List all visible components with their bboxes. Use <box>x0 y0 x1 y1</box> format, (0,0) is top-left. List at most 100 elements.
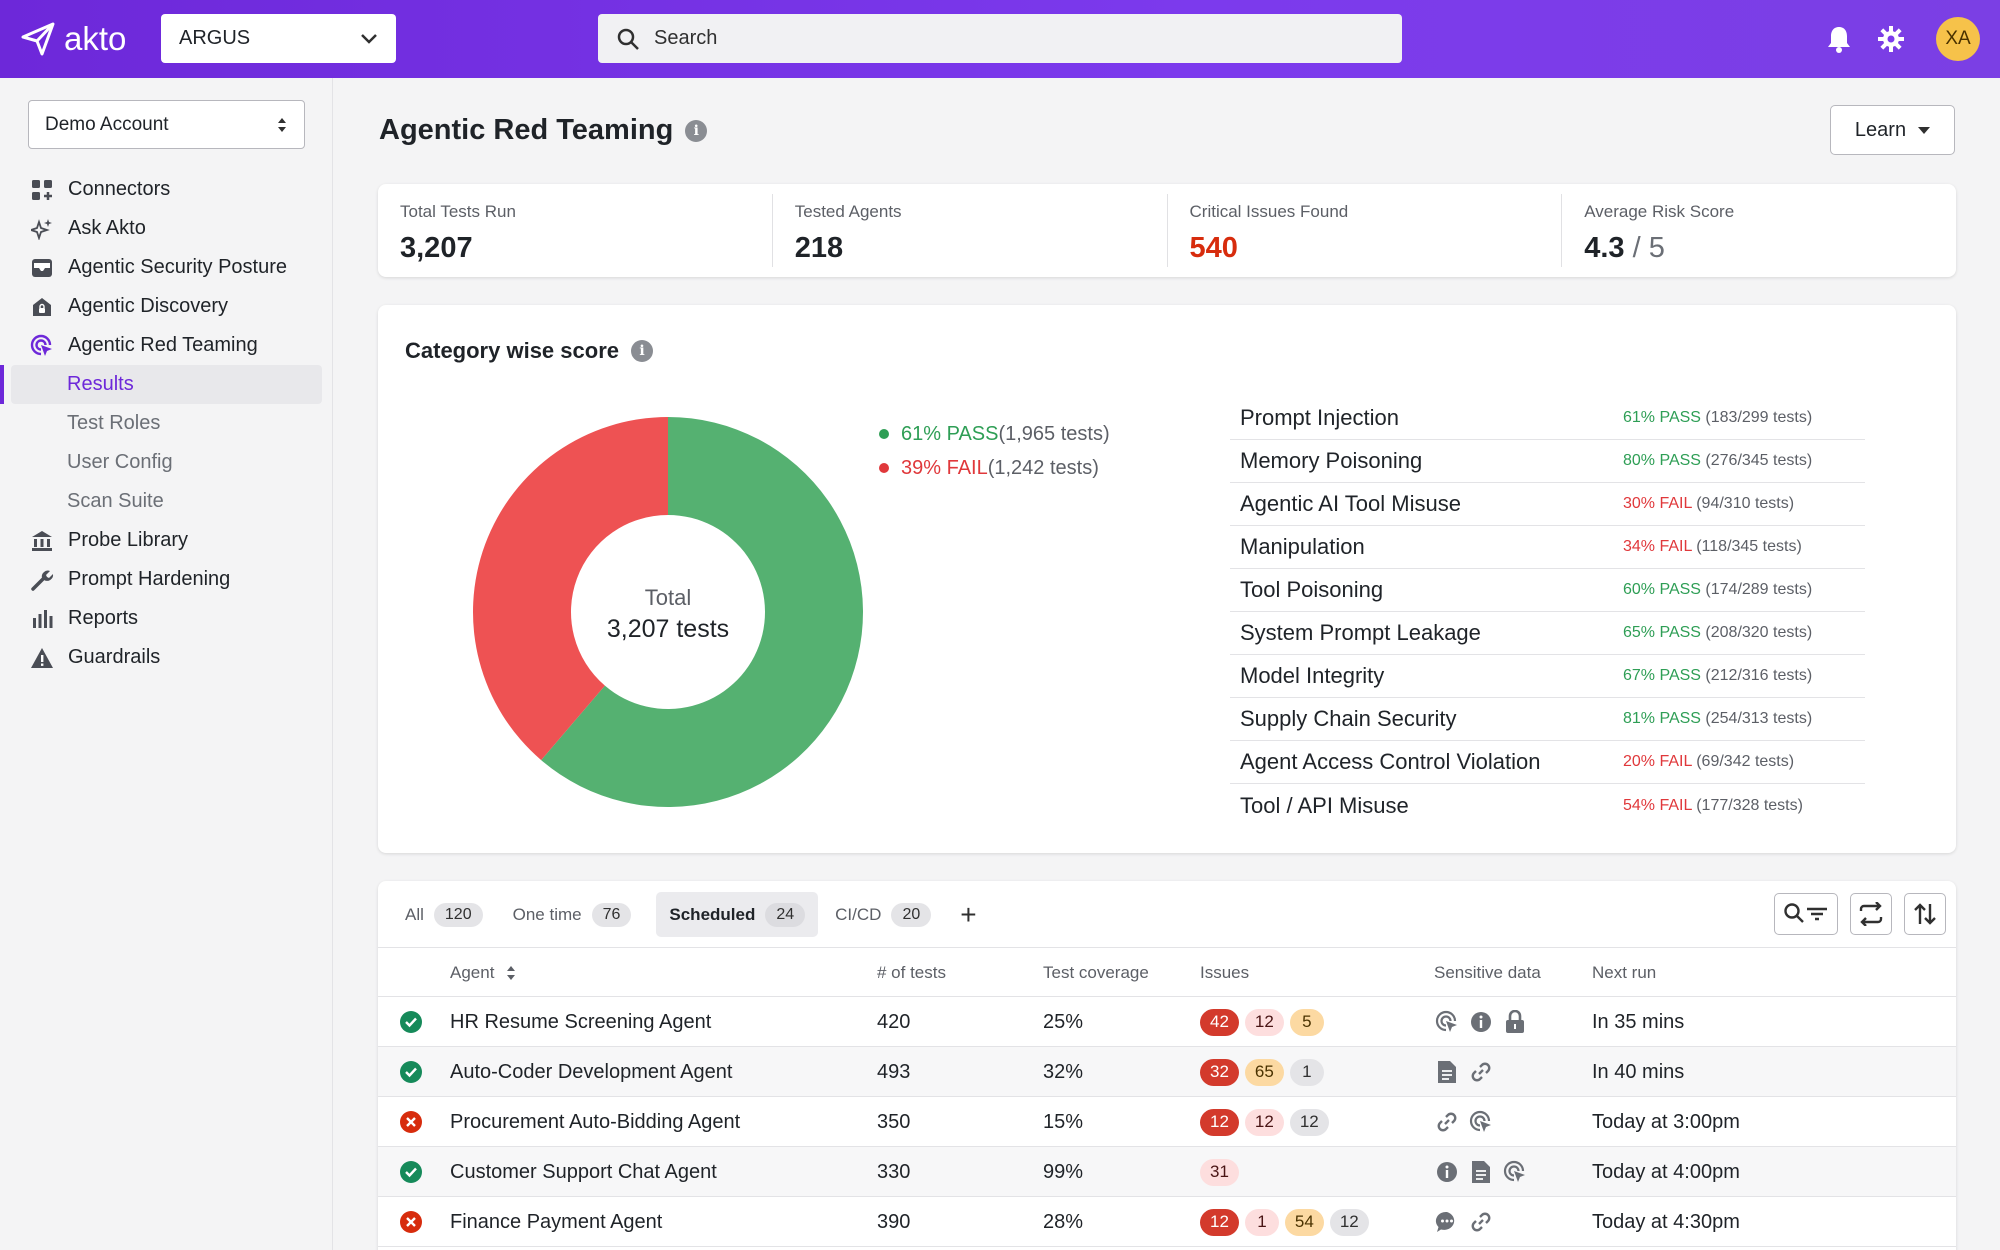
agent-name[interactable]: Procurement Auto-Bidding Agent <box>450 1110 741 1133</box>
category-row[interactable]: Model Integrity 67% PASS (212/316 tests) <box>1230 655 1865 698</box>
tab-count: 24 <box>765 902 806 927</box>
issue-badge-critical[interactable]: 12 <box>1200 1108 1239 1136</box>
issue-badge-low[interactable]: 12 <box>1289 1108 1329 1136</box>
table-row[interactable]: Procurement Auto-Bidding Agent 350 15% 12 12… <box>378 1097 1956 1147</box>
tab-all[interactable]: All 120 <box>392 892 496 937</box>
table-row[interactable]: Finance Payment Agent 390 28% 12 1 54 12 Today … <box>378 1197 1956 1247</box>
category-row[interactable]: Supply Chain Security 81% PASS (254/313 t… <box>1230 698 1865 741</box>
notifications-button[interactable] <box>1820 20 1858 58</box>
sidebar-nav: Connectors Ask Akto Agentic Security Pos… <box>0 170 333 677</box>
page-title: Agentic Red Teaming i <box>379 114 708 147</box>
info-icon[interactable] <box>1434 1159 1460 1185</box>
learn-button[interactable]: Learn <box>1830 105 1955 155</box>
add-tab-button[interactable]: + <box>960 898 977 930</box>
sidebar-item-connectors[interactable]: Connectors <box>0 170 333 209</box>
issue-badge-critical[interactable]: 12 <box>1200 1208 1239 1236</box>
sidebar-item-reports[interactable]: Reports <box>0 599 333 638</box>
agent-name[interactable]: Customer Support Chat Agent <box>450 1160 717 1183</box>
column-header-coverage[interactable]: Test coverage <box>1043 963 1149 982</box>
category-row[interactable]: Agentic AI Tool Misuse 30% FAIL (94/310 t… <box>1230 483 1865 526</box>
sidebar-sub-results[interactable]: Results <box>11 365 322 404</box>
category-row[interactable]: Prompt Injection 61% PASS (183/299 tests) <box>1230 397 1865 440</box>
document-icon[interactable] <box>1468 1159 1494 1185</box>
user-avatar[interactable]: XA <box>1936 17 1980 61</box>
tab-scheduled[interactable]: Scheduled 24 <box>656 892 819 937</box>
sidebar-item-label: Agentic Discovery <box>68 295 229 317</box>
sidebar-item-agentic-security-posture[interactable]: Agentic Security Posture <box>0 248 333 287</box>
donut-slice-fail[interactable] <box>473 417 668 761</box>
target-cursor-icon[interactable] <box>1502 1159 1528 1185</box>
sort-button[interactable] <box>1904 893 1946 935</box>
issue-badge-low[interactable]: 1 <box>1289 1058 1324 1086</box>
stat-value: 540 <box>1189 232 1238 264</box>
tab-label: All <box>405 904 424 924</box>
sidebar-item-prompt-hardening[interactable]: Prompt Hardening <box>0 560 333 599</box>
table-row[interactable]: Customer Support Chat Agent 330 99% 31 Today… <box>378 1147 1956 1197</box>
issue-badge-high[interactable]: 12 <box>1244 1108 1284 1136</box>
column-header-tests[interactable]: # of tests <box>877 963 946 982</box>
issue-badge-critical[interactable]: 42 <box>1200 1008 1239 1036</box>
issue-badge-medium[interactable]: 54 <box>1284 1208 1324 1236</box>
category-row[interactable]: Tool / API Misuse 54% FAIL (177/328 tests… <box>1230 784 1865 827</box>
link-icon[interactable] <box>1468 1059 1494 1085</box>
sidebar-item-ask-akto[interactable]: Ask Akto <box>0 209 333 248</box>
stat-label: Average Risk Score <box>1584 202 1735 221</box>
legend-item-pass[interactable]: 61% PASS (1,965 tests) <box>879 417 1110 451</box>
search-filter-button[interactable] <box>1774 893 1838 935</box>
agent-name[interactable]: Finance Payment Agent <box>450 1210 663 1233</box>
table-row[interactable]: HR Resume Screening Agent 420 25% 42 12 5 In 3… <box>378 997 1956 1047</box>
category-name: Supply Chain Security <box>1240 706 1457 731</box>
issue-badge-high[interactable]: 12 <box>1244 1008 1284 1036</box>
target-cursor-icon[interactable] <box>1434 1009 1460 1035</box>
lock-icon[interactable] <box>1502 1009 1528 1035</box>
category-row[interactable]: Agent Access Control Violation 20% FAIL (… <box>1230 741 1865 784</box>
column-header-issues[interactable]: Issues <box>1200 963 1250 982</box>
table-row[interactable]: Auto-Coder Development Agent 493 32% 32 65 1 I… <box>378 1047 1956 1097</box>
info-icon[interactable] <box>1468 1009 1494 1035</box>
category-row[interactable]: Memory Poisoning 80% PASS (276/345 tests) <box>1230 440 1865 483</box>
akto-logo[interactable]: akto <box>20 20 126 58</box>
settings-button[interactable] <box>1872 20 1910 58</box>
sidebar-item-probe-library[interactable]: Probe Library <box>0 521 333 560</box>
agent-name[interactable]: HR Resume Screening Agent <box>450 1010 712 1033</box>
column-header-next-run[interactable]: Next run <box>1592 963 1657 982</box>
category-row[interactable]: Tool Poisoning 60% PASS (174/289 tests) <box>1230 569 1865 612</box>
sidebar-item-agentic-discovery[interactable]: Agentic Discovery <box>0 287 333 326</box>
chat-icon[interactable] <box>1434 1209 1460 1235</box>
issue-badge-high[interactable]: 1 <box>1244 1208 1279 1236</box>
document-icon[interactable] <box>1434 1059 1460 1085</box>
category-row[interactable]: Manipulation 34% FAIL (118/345 tests) <box>1230 526 1865 569</box>
target-cursor-icon[interactable] <box>1468 1109 1494 1135</box>
tab-one-time[interactable]: One time 76 <box>500 892 645 937</box>
donut-slice-pass[interactable] <box>541 417 863 807</box>
info-icon[interactable]: i <box>630 340 653 362</box>
category-result: 20% FAIL (69/342 tests) <box>1623 753 1794 771</box>
sidebar-sub-scan-suite[interactable]: Scan Suite <box>67 490 164 512</box>
org-selector[interactable]: ARGUS <box>161 14 396 63</box>
category-row[interactable]: System Prompt Leakage 65% PASS (208/320 t… <box>1230 612 1865 655</box>
tab-ci-cd[interactable]: CI/CD 20 <box>822 892 944 937</box>
swap-columns-button[interactable] <box>1850 893 1892 935</box>
link-icon[interactable] <box>1434 1109 1460 1135</box>
category-name: System Prompt Leakage <box>1240 620 1481 645</box>
search-bar[interactable] <box>598 14 1402 63</box>
issue-badge-medium[interactable]: 65 <box>1244 1058 1284 1086</box>
status-cell <box>400 1097 422 1147</box>
sidebar-item-guardrails[interactable]: Guardrails <box>0 638 333 677</box>
agent-name[interactable]: Auto-Coder Development Agent <box>450 1060 733 1083</box>
sidebar-sub-user-config[interactable]: User Config <box>67 451 173 473</box>
column-header-agent[interactable]: Agent <box>450 963 516 983</box>
search-input[interactable] <box>654 27 1354 50</box>
info-icon[interactable]: i <box>685 119 708 142</box>
account-selector[interactable]: Demo Account <box>28 100 305 149</box>
column-header-sensitive-data[interactable]: Sensitive data <box>1434 963 1541 982</box>
issue-badge-medium[interactable]: 5 <box>1289 1008 1324 1036</box>
issue-badge-critical[interactable]: 32 <box>1200 1058 1239 1086</box>
sidebar-item-agentic-red-teaming[interactable]: Agentic Red Teaming <box>0 326 333 365</box>
issue-badge-low[interactable]: 12 <box>1329 1208 1369 1236</box>
legend-item-fail[interactable]: 39% FAIL (1,242 tests) <box>879 451 1110 485</box>
link-icon[interactable] <box>1468 1209 1494 1235</box>
check-circle-icon <box>400 1061 422 1083</box>
sidebar-sub-test-roles[interactable]: Test Roles <box>67 412 161 434</box>
issue-badge-high[interactable]: 31 <box>1200 1158 1239 1186</box>
